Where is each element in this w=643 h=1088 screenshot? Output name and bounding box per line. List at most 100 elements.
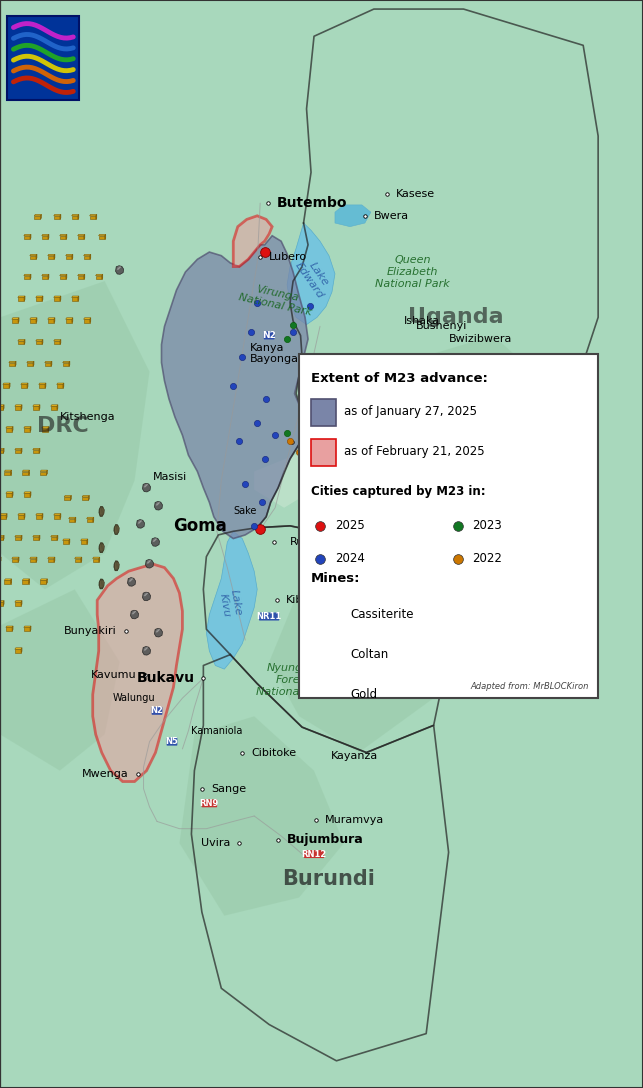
FancyBboxPatch shape — [311, 438, 336, 466]
Polygon shape — [51, 535, 58, 536]
Text: N5: N5 — [165, 738, 178, 746]
Polygon shape — [12, 557, 19, 558]
FancyBboxPatch shape — [299, 354, 598, 698]
Polygon shape — [54, 215, 60, 220]
Polygon shape — [24, 514, 25, 519]
Polygon shape — [66, 318, 73, 319]
Polygon shape — [0, 557, 1, 562]
Text: 2023: 2023 — [473, 519, 502, 532]
Text: Sange: Sange — [211, 783, 246, 794]
Polygon shape — [15, 361, 16, 367]
Polygon shape — [36, 557, 37, 562]
Polygon shape — [60, 514, 61, 519]
Polygon shape — [98, 234, 105, 236]
Polygon shape — [21, 405, 22, 410]
Polygon shape — [6, 492, 13, 493]
Text: Ntungamo: Ntungamo — [423, 385, 482, 395]
Polygon shape — [36, 296, 43, 297]
Polygon shape — [9, 361, 16, 362]
Polygon shape — [0, 448, 4, 449]
Polygon shape — [46, 470, 48, 475]
Polygon shape — [71, 215, 78, 220]
Polygon shape — [156, 502, 159, 506]
Polygon shape — [28, 579, 30, 584]
Polygon shape — [71, 296, 79, 297]
Text: Extent of M23 advance:: Extent of M23 advance: — [311, 372, 488, 385]
Polygon shape — [30, 558, 36, 562]
Polygon shape — [30, 492, 31, 497]
Polygon shape — [36, 255, 37, 259]
Text: Kisoro: Kisoro — [336, 456, 370, 466]
Polygon shape — [60, 274, 67, 275]
Polygon shape — [12, 318, 19, 319]
Text: Ruhengeri: Ruhengeri — [331, 494, 388, 504]
Polygon shape — [0, 449, 3, 454]
Text: Kibuye: Kibuye — [285, 595, 323, 605]
Polygon shape — [24, 628, 30, 631]
Polygon shape — [88, 495, 89, 500]
Polygon shape — [136, 520, 145, 528]
Polygon shape — [80, 541, 87, 544]
Polygon shape — [18, 318, 19, 323]
Polygon shape — [64, 497, 70, 500]
Polygon shape — [63, 383, 64, 388]
Text: Virunga
National Park: Virunga National Park — [238, 281, 316, 318]
Polygon shape — [80, 539, 88, 541]
Polygon shape — [21, 383, 28, 384]
Polygon shape — [0, 514, 7, 515]
Polygon shape — [322, 689, 335, 691]
Polygon shape — [36, 341, 42, 345]
Text: RN12: RN12 — [302, 850, 327, 858]
Polygon shape — [45, 362, 51, 367]
Polygon shape — [3, 384, 9, 388]
Polygon shape — [322, 691, 333, 697]
Text: Rwanda: Rwanda — [319, 580, 399, 598]
Polygon shape — [21, 647, 22, 653]
Polygon shape — [21, 601, 22, 606]
Polygon shape — [99, 579, 104, 589]
Polygon shape — [75, 517, 76, 522]
Polygon shape — [0, 405, 4, 406]
Polygon shape — [21, 448, 22, 454]
Polygon shape — [114, 560, 119, 571]
Text: Bwizibwera: Bwizibwera — [449, 334, 512, 344]
Polygon shape — [12, 492, 13, 497]
Polygon shape — [0, 602, 3, 606]
Polygon shape — [30, 234, 31, 239]
Polygon shape — [41, 580, 46, 584]
Polygon shape — [28, 470, 30, 475]
Polygon shape — [66, 255, 73, 256]
Polygon shape — [18, 341, 24, 345]
Polygon shape — [62, 361, 70, 362]
Polygon shape — [54, 339, 61, 341]
Polygon shape — [21, 535, 22, 541]
Text: Bunyakiri: Bunyakiri — [64, 626, 116, 636]
Polygon shape — [179, 716, 344, 916]
Polygon shape — [131, 610, 135, 615]
Polygon shape — [206, 531, 257, 669]
Polygon shape — [41, 471, 46, 475]
Polygon shape — [87, 539, 88, 544]
FancyBboxPatch shape — [259, 613, 279, 620]
Polygon shape — [78, 214, 79, 220]
Polygon shape — [129, 578, 132, 582]
Polygon shape — [12, 558, 18, 562]
Polygon shape — [27, 362, 33, 367]
FancyBboxPatch shape — [8, 16, 79, 100]
Polygon shape — [57, 405, 58, 410]
Polygon shape — [10, 579, 12, 584]
Polygon shape — [48, 558, 54, 562]
Polygon shape — [36, 318, 37, 323]
Polygon shape — [72, 255, 73, 259]
Polygon shape — [3, 405, 4, 410]
Polygon shape — [0, 590, 120, 770]
Polygon shape — [18, 339, 25, 341]
Polygon shape — [24, 626, 31, 628]
Text: as of January 27, 2025: as of January 27, 2025 — [344, 405, 477, 418]
Polygon shape — [60, 214, 61, 220]
Polygon shape — [154, 629, 163, 636]
Text: Rubavu: Rubavu — [290, 537, 332, 547]
Text: NR11: NR11 — [257, 613, 282, 621]
Polygon shape — [33, 361, 34, 367]
Polygon shape — [18, 514, 25, 515]
